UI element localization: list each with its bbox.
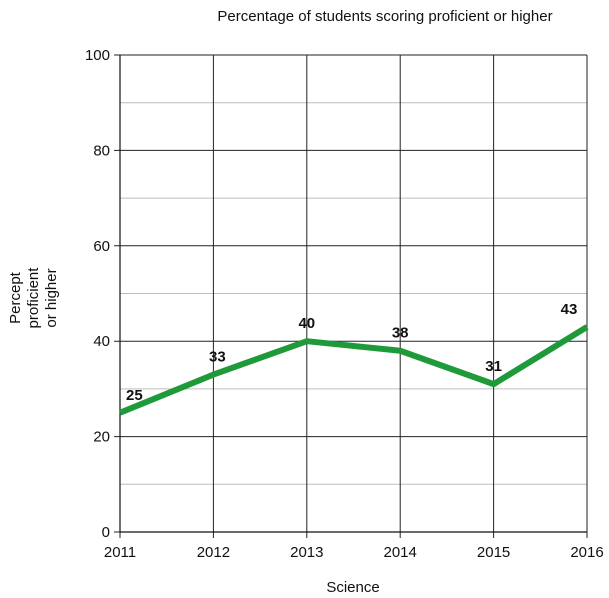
y-axis-label-line-3: or higher <box>43 268 60 327</box>
axes <box>119 55 587 533</box>
x-axis-label: Science <box>326 579 379 596</box>
y-tick-labels: 0 20 40 60 80 100 <box>85 47 110 541</box>
chart-title: Percentage of students scoring proficien… <box>217 8 552 25</box>
x-tick-labels: 2011 2012 2013 2014 2015 2016 <box>104 544 604 561</box>
y-tick-label: 40 <box>93 333 110 350</box>
x-tick-label: 2015 <box>477 544 510 561</box>
grid <box>114 54 588 538</box>
y-tick-label: 0 <box>102 524 110 541</box>
x-tick-label: 2012 <box>197 544 230 561</box>
data-label: 31 <box>485 358 502 375</box>
y-tick-label: 60 <box>93 238 110 255</box>
data-label: 40 <box>298 315 315 332</box>
data-label: 25 <box>126 387 143 404</box>
y-axis-label-line-1: Percept <box>7 271 24 324</box>
x-tick-label: 2013 <box>290 544 323 561</box>
y-axis-label-line-2: proficient <box>25 267 42 329</box>
y-tick-label: 20 <box>93 429 110 446</box>
data-label: 38 <box>392 325 409 342</box>
y-tick-label: 100 <box>85 47 110 64</box>
x-tick-label: 2016 <box>570 544 603 561</box>
series-line <box>118 324 589 416</box>
x-tick-label: 2011 <box>104 544 136 561</box>
series <box>118 324 589 416</box>
y-axis-label: Percept proficient or higher <box>7 267 60 329</box>
data-labels: 25 33 40 38 31 43 <box>126 301 577 404</box>
y-tick-label: 80 <box>93 142 110 159</box>
data-label: 33 <box>209 349 226 366</box>
x-tick-label: 2014 <box>384 544 417 561</box>
data-label: 43 <box>561 301 578 318</box>
